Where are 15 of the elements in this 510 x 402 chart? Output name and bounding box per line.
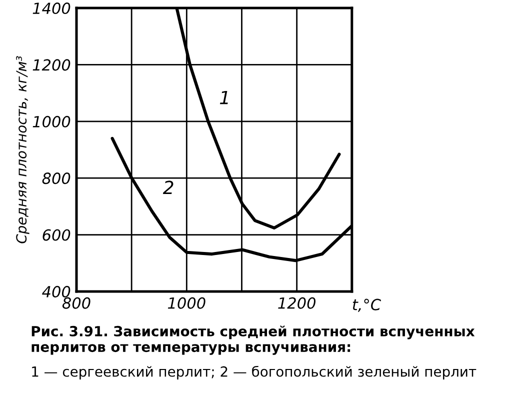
- y-tick-label: 1200: [32, 59, 70, 71]
- x-tick-label: 1000: [168, 297, 206, 309]
- y-tick-label: 600: [42, 229, 70, 241]
- x-tick-label: 800: [62, 297, 90, 309]
- x-axis-title: t,°C: [352, 298, 381, 312]
- y-tick-label: 800: [42, 172, 70, 184]
- series-label: 1: [220, 91, 228, 104]
- text: 1 — сергеевский перлит; 2 — богопольский зеленый перлит: [32, 366, 476, 380]
- y-axis-title: Средняя плотность, кг/м³: [16, 56, 30, 244]
- y-tick-label: 1400: [32, 2, 70, 14]
- x-tick-label: 1200: [278, 297, 316, 309]
- text: Рис. 3.91. Зависимость средней плотности вспученных перлитов от температуры вспучивания:: [32, 326, 475, 355]
- y-tick-label: 1000: [32, 116, 70, 128]
- series-label: 2: [162, 180, 174, 194]
- y-tick-label: 400: [42, 286, 70, 298]
